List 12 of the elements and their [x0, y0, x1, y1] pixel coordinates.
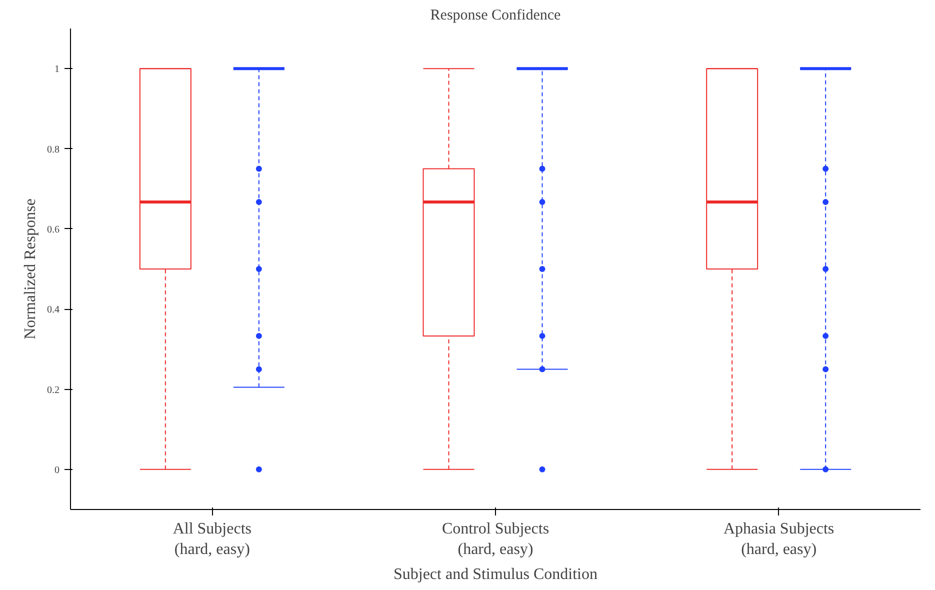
chart-title: Response Confidence: [430, 8, 562, 24]
y-tick-label: 0.2: [47, 384, 60, 396]
y-tick-label: 0: [54, 464, 60, 476]
y-tick-label: 0.8: [47, 144, 60, 156]
x-axis-title: Subject and Stimulus Condition: [393, 566, 598, 583]
x-tick-label: Aphasia Subjects (hard, easy): [724, 520, 834, 558]
y-tick-label: 1: [54, 64, 60, 76]
y-tick-label: 0.4: [47, 304, 60, 316]
y-axis-title: Normalized Response: [22, 198, 39, 340]
y-tick-label: 0.6: [47, 224, 60, 236]
x-tick-label: Control Subjects (hard, easy): [442, 520, 550, 558]
x-tick-label: All Subjects (hard, easy): [172, 520, 252, 558]
